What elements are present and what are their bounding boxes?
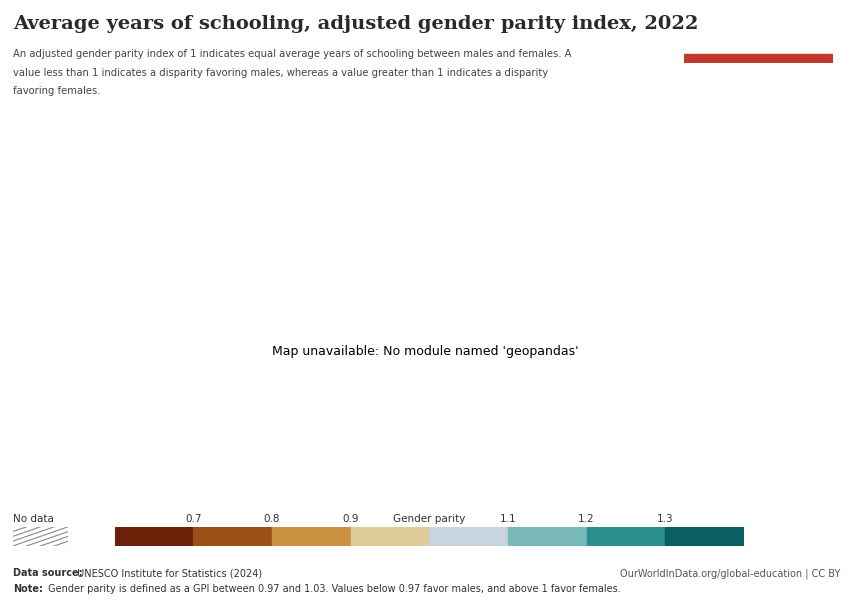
Text: 1.1: 1.1 [500, 514, 516, 524]
Text: value less than 1 indicates a disparity favoring males, whereas a value greater : value less than 1 indicates a disparity … [13, 68, 548, 78]
Text: UNESCO Institute for Statistics (2024): UNESCO Institute for Statistics (2024) [74, 568, 262, 578]
Text: Our World: Our World [728, 18, 788, 28]
Text: 0.9: 0.9 [343, 514, 359, 524]
Text: 0.7: 0.7 [185, 514, 201, 524]
Text: Map unavailable: No module named 'geopandas': Map unavailable: No module named 'geopan… [272, 344, 578, 358]
Bar [684, 54, 833, 63]
Bar [429, 527, 508, 546]
Bar [666, 527, 744, 546]
Bar [351, 527, 429, 546]
Bar [193, 527, 272, 546]
Text: Data source:: Data source: [13, 568, 82, 578]
Bar [115, 527, 193, 546]
Text: OurWorldInData.org/global-education | CC BY: OurWorldInData.org/global-education | CC… [620, 568, 841, 578]
Text: 1.3: 1.3 [657, 514, 673, 524]
Text: in Data: in Data [737, 37, 779, 47]
Text: Gender parity is defined as a GPI between 0.97 and 1.03. Values below 0.97 favor: Gender parity is defined as a GPI betwee… [45, 584, 620, 595]
Bar [508, 527, 586, 546]
Text: favoring females.: favoring females. [13, 86, 100, 97]
Text: 0.8: 0.8 [264, 514, 280, 524]
Text: Gender parity: Gender parity [393, 514, 466, 524]
Text: Average years of schooling, adjusted gender parity index, 2022: Average years of schooling, adjusted gen… [13, 15, 698, 33]
Text: No data: No data [13, 514, 54, 524]
Text: Note:: Note: [13, 584, 42, 595]
Bar [272, 527, 351, 546]
Text: 1.2: 1.2 [578, 514, 595, 524]
Bar [586, 527, 666, 546]
Text: An adjusted gender parity index of 1 indicates equal average years of schooling : An adjusted gender parity index of 1 ind… [13, 49, 571, 59]
